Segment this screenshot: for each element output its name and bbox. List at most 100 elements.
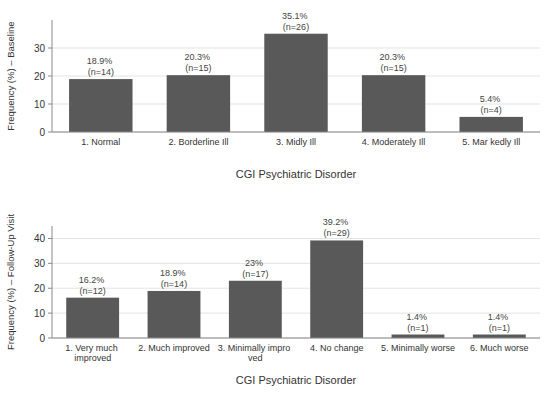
grid-line <box>52 263 540 264</box>
tick-label-line: 2. Much improved <box>138 343 210 353</box>
data-label-line: (n=26) <box>283 22 309 32</box>
x-axis-title: CGI Psychiatric Disorder <box>236 374 357 386</box>
data-label-line: 5.4% <box>480 94 503 104</box>
tick-label: 10 <box>34 99 46 110</box>
tick-label-line: 3. Midly Ill <box>276 137 316 147</box>
tick-label-line: 4. Moderately Ill <box>362 137 426 147</box>
y-axis-title: Frequency (%) – Baseline <box>5 21 16 130</box>
x-axis-line <box>52 338 540 339</box>
tick-label: 20 <box>34 283 46 294</box>
tick-label: 4. Moderately Ill <box>362 137 426 147</box>
data-label: 20.3% (n=15) <box>184 52 212 73</box>
grid-line <box>52 132 540 133</box>
data-label-line: (n=15) <box>380 63 406 73</box>
tick-label: 3. Midly Ill <box>276 137 316 147</box>
data-label: 5.4% (n=4) <box>480 94 503 115</box>
data-label-line: (n=1) <box>407 323 428 333</box>
y-axis-line <box>52 20 53 132</box>
tick-label: 2. Much improved <box>138 343 210 353</box>
data-label-line: (n=14) <box>161 279 187 289</box>
tick-label: 40 <box>34 233 46 244</box>
tick-label: 4. No change <box>310 343 364 353</box>
tick-label-line: improved <box>74 353 111 363</box>
data-label-line: (n=29) <box>324 228 350 238</box>
tick-label: 30 <box>34 43 46 54</box>
tick-label: 30 <box>34 258 46 269</box>
panel: 010203018.9% (n=14)20.3% (n=15)35.1% (n=… <box>5 11 540 180</box>
tick-label-line: ved <box>248 353 263 363</box>
tick-mark <box>48 288 52 289</box>
tick-mark <box>48 132 52 133</box>
bar <box>362 75 425 132</box>
data-label-line: 16.2% <box>79 275 107 285</box>
data-label: 16.2% (n=12) <box>79 275 107 296</box>
tick-label-line: 1. Normal <box>81 137 120 147</box>
bar <box>66 298 119 338</box>
tick-mark <box>48 263 52 264</box>
y-axis: 0 10 20 30 40 <box>34 233 540 344</box>
data-label-line: 18.9% <box>160 268 188 278</box>
tick-label: 0 <box>39 333 45 344</box>
tick-label-line: 3. Minimally impro <box>218 343 293 353</box>
grid-line <box>52 338 540 339</box>
data-label: 18.9% (n=14) <box>160 268 188 289</box>
y-axis-line <box>52 226 53 338</box>
tick-label-line: 5. Minimally worse <box>381 343 455 353</box>
data-label: 1.4% (n=1) <box>488 312 511 333</box>
x-axis: 1. Normal 2. Borderline Ill 3. Midly Ill 4.… <box>81 137 520 147</box>
tick-mark <box>48 76 52 77</box>
data-label-line: (n=15) <box>185 63 211 73</box>
bars <box>66 240 526 338</box>
data-label-line: 20.3% <box>184 52 212 62</box>
bar <box>310 240 363 338</box>
tick-label: 10 <box>34 308 46 319</box>
data-label: 35.1% (n=26) <box>282 11 310 32</box>
bar <box>459 117 522 132</box>
bar <box>69 79 132 132</box>
grid-line <box>52 288 540 289</box>
data-label: 18.9% (n=14) <box>87 56 115 77</box>
data-label-line: 1.4% <box>406 312 429 322</box>
tick-label-line: 2. Borderline Ill <box>168 137 228 147</box>
data-label-line: 39.2% <box>323 217 351 227</box>
data-label-line: (n=4) <box>481 105 502 115</box>
bar <box>473 335 526 338</box>
grid-line <box>52 238 540 239</box>
data-label-line: 18.9% <box>87 56 115 66</box>
data-label-line: (n=1) <box>489 323 510 333</box>
bar <box>392 335 445 338</box>
panel: 0 10 20 30 40 16.2% (n=12) 18.9% (n=14) 23% (n=… <box>5 214 540 386</box>
data-label: 39.2% (n=29) <box>323 217 351 238</box>
tick-mark <box>48 238 52 239</box>
data-label-line: (n=12) <box>80 286 106 296</box>
bar <box>167 75 230 132</box>
y-axis-title: Frequency (%) – Follow-Up Visit <box>5 214 16 350</box>
x-axis-line <box>52 132 540 133</box>
x-axis-title: CGI Psychiatric Disorder <box>236 168 357 180</box>
chart-canvas: 0 10 20 30 18.9% (n=14) 20.3% (n=15) 35.1% (n=… <box>0 0 550 412</box>
tick-label-line: 1. Very much <box>65 343 120 353</box>
bar <box>264 34 327 132</box>
tick-label: 5. Minimally worse <box>381 343 455 353</box>
bar <box>229 281 282 338</box>
tick-label: 1. Normal <box>81 137 120 147</box>
data-labels: 18.9% (n=14) 20.3% (n=15) 35.1% (n=26) 20.3… <box>87 11 503 115</box>
data-labels: 16.2% (n=12) 18.9% (n=14) 23% (n=17) 39.2% … <box>79 217 511 332</box>
data-label-line: 35.1% <box>282 11 310 21</box>
tick-label: 5. Mar kedly Ill <box>462 137 520 147</box>
tick-label-line: 4. No change <box>310 343 364 353</box>
tick-label-line: 5. Mar kedly Ill <box>462 137 520 147</box>
data-label-line: (n=14) <box>88 67 114 77</box>
data-label: 1.4% (n=1) <box>406 312 429 333</box>
data-label-line: 23% <box>245 258 266 268</box>
bars <box>69 34 523 132</box>
tick-mark <box>48 338 52 339</box>
data-label-line: 20.3% <box>380 52 408 62</box>
tick-label: 3. Minimally impro ved <box>218 343 293 363</box>
data-label: 23% (n=17) <box>242 258 268 279</box>
tick-mark <box>48 313 52 314</box>
tick-label: 2. Borderline Ill <box>168 137 228 147</box>
tick-label-line: 6. Much worse <box>470 343 529 353</box>
tick-mark <box>48 104 52 105</box>
tick-label: 6. Much worse <box>470 343 529 353</box>
